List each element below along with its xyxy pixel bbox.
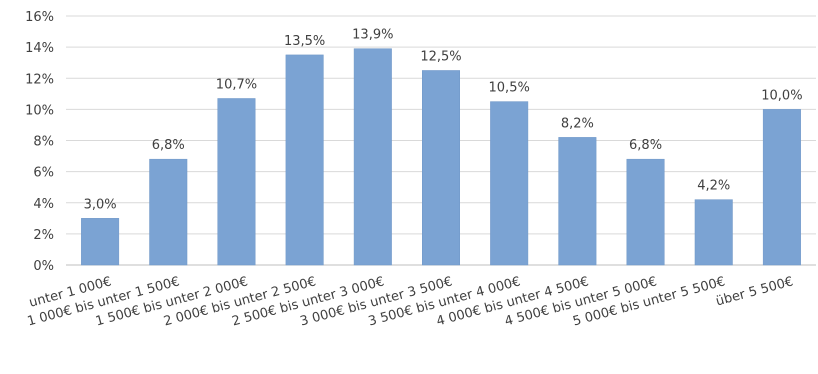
bar <box>694 199 733 266</box>
y-axis-tick-labels: 0% 2% 4% 6% 8% 10% 12% 14% 16% <box>25 10 54 274</box>
bar <box>285 54 324 266</box>
bar <box>217 98 256 266</box>
data-label: 10,5% <box>489 81 530 96</box>
x-axis-tick-labels: unter 1 000€1 000€ bis unter 1 500€1 500… <box>26 274 795 329</box>
y-tick-label: 12% <box>25 72 54 87</box>
data-label: 10,7% <box>216 77 257 92</box>
y-tick-label: 8% <box>33 135 54 150</box>
bar <box>353 48 392 266</box>
bars <box>81 48 801 266</box>
data-label: 4,2% <box>697 179 730 194</box>
data-label: 12,5% <box>420 49 461 64</box>
y-tick-label: 14% <box>25 41 54 56</box>
bar <box>149 158 188 266</box>
y-tick-label: 0% <box>33 259 54 274</box>
bar <box>81 218 120 266</box>
data-label: 13,9% <box>352 28 393 43</box>
x-tick-label: über 5 500€ <box>714 274 795 309</box>
data-label: 6,8% <box>629 138 662 153</box>
bar <box>422 70 460 266</box>
data-label: 6,8% <box>152 138 185 153</box>
data-label: 10,0% <box>761 88 802 103</box>
data-label: 8,2% <box>561 116 594 131</box>
y-tick-label: 10% <box>25 103 54 118</box>
bar <box>558 137 597 266</box>
y-tick-label: 2% <box>33 228 54 243</box>
data-label: 3,0% <box>84 197 117 212</box>
bar <box>490 101 529 266</box>
bar <box>762 109 801 266</box>
y-tick-label: 4% <box>33 197 54 212</box>
y-tick-label: 16% <box>25 10 54 25</box>
y-tick-label: 6% <box>33 166 54 181</box>
bar <box>626 158 665 266</box>
data-label: 13,5% <box>284 34 325 49</box>
data-labels: 3,0% 6,8% 10,7% 13,5% 13,9% 12,5% 10,5% 8,2% 6,8… <box>84 28 803 213</box>
